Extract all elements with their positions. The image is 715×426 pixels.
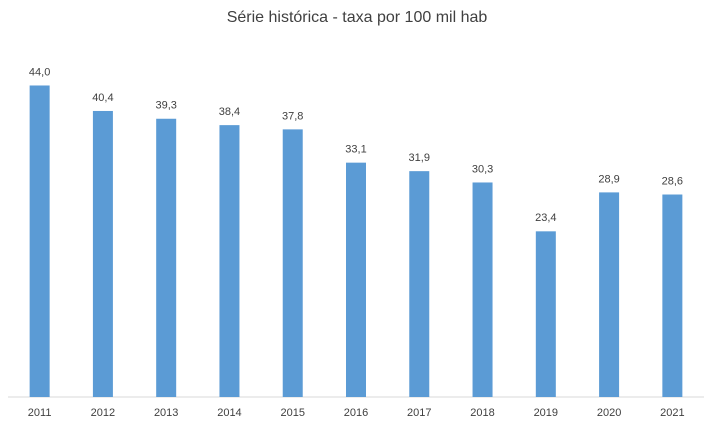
- x-tick-label: 2018: [470, 407, 494, 419]
- data-label: 38,4: [219, 106, 240, 118]
- data-label: 28,9: [598, 173, 619, 185]
- data-label: 23,4: [535, 212, 556, 224]
- x-tick-label: 2013: [154, 407, 178, 419]
- x-tick-label: 2014: [217, 407, 241, 419]
- x-tick-label: 2019: [534, 407, 558, 419]
- x-tick-label: 2016: [344, 407, 368, 419]
- bar: [599, 192, 620, 397]
- x-tick-label: 2021: [660, 407, 684, 419]
- data-label: 37,8: [282, 110, 303, 122]
- bar: [282, 129, 303, 397]
- bar: [92, 110, 113, 397]
- bar: [662, 194, 683, 397]
- x-tick-label: 2011: [28, 407, 52, 419]
- data-label: 31,9: [409, 152, 430, 164]
- bar: [219, 125, 240, 398]
- x-tick-label: 2020: [597, 407, 621, 419]
- x-tick-label: 2017: [407, 407, 431, 419]
- data-label: 28,6: [662, 175, 683, 187]
- bar: [409, 171, 430, 397]
- bar: [156, 118, 177, 398]
- data-label: 44,0: [29, 66, 50, 78]
- data-label: 39,3: [155, 100, 176, 112]
- bar: [472, 182, 493, 397]
- data-label: 30,3: [472, 163, 493, 175]
- bar: [346, 162, 366, 397]
- bar: [29, 85, 50, 397]
- bar: [535, 231, 556, 397]
- data-label: 33,1: [345, 144, 366, 156]
- x-tick-label: 2012: [91, 407, 115, 419]
- chart-title: Série histórica - taxa por 100 mil hab: [227, 9, 488, 26]
- data-label: 40,4: [92, 92, 113, 104]
- x-tick-label: 2015: [280, 407, 304, 419]
